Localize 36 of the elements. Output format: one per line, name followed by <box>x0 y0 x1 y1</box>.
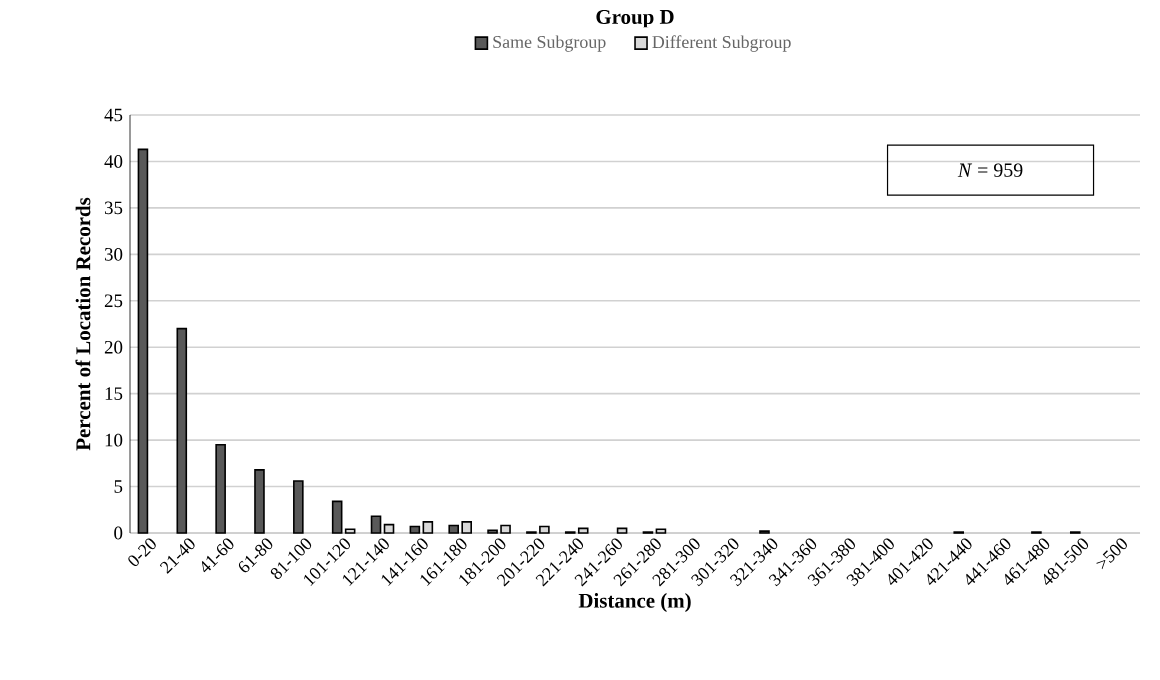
y-tick-label: 10 <box>105 433 123 447</box>
y-axis-title: Percent of Location Records <box>75 197 91 451</box>
bar <box>293 480 304 534</box>
y-tick-label: 45 <box>104 108 123 122</box>
bar <box>344 528 356 534</box>
bar <box>500 524 511 534</box>
bar <box>254 469 265 534</box>
bar <box>370 515 382 534</box>
legend-label: Same Subgroup <box>493 35 606 52</box>
bar <box>383 523 395 534</box>
bar <box>616 527 628 534</box>
bar <box>461 521 472 534</box>
y-tick-label: 20 <box>104 340 123 354</box>
bar <box>176 327 188 534</box>
bar <box>487 529 498 534</box>
y-tick-label: 25 <box>104 294 123 308</box>
bar <box>137 148 149 534</box>
y-tick-label: 35 <box>104 201 123 215</box>
y-tick-label: 40 <box>104 155 123 168</box>
bar <box>215 443 226 534</box>
y-tick-label: 30 <box>104 247 123 261</box>
bar <box>422 521 434 534</box>
bar <box>409 525 421 534</box>
bar <box>448 524 460 534</box>
bar <box>655 528 667 534</box>
x-tick-label: 0-20 <box>128 538 156 567</box>
bar <box>577 527 589 534</box>
chart-title: Group D <box>596 9 674 29</box>
x-axis-title: Distance (m) <box>578 593 691 613</box>
annotation: N = 959 <box>957 163 1023 177</box>
bar <box>539 525 550 534</box>
y-tick-label: 5 <box>114 480 123 493</box>
y-tick-label: 15 <box>105 387 123 401</box>
y-tick-label: 0 <box>114 526 123 540</box>
bar <box>331 500 343 534</box>
legend-label: Different Subgroup <box>652 35 791 52</box>
